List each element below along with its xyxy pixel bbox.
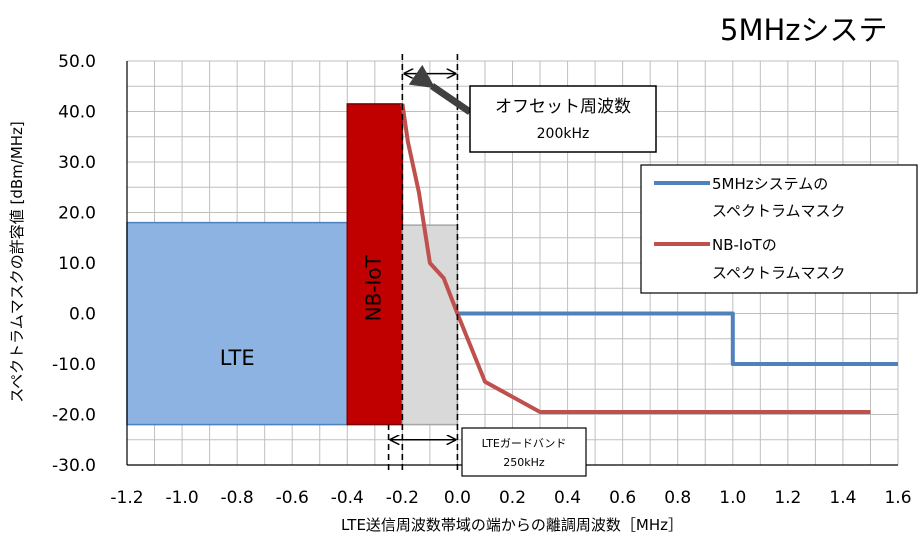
- x-tick-label: 0.2: [499, 488, 526, 508]
- y-tick-label: -30.0: [52, 456, 96, 476]
- dashed-markers: [387, 50, 459, 471]
- guard-callout-box: [461, 427, 587, 477]
- legend: 5MHzシステムの スペクトラムマスク NB-IoTの スペクトラムマスク: [640, 164, 918, 294]
- series-lines: [400, 103, 898, 414]
- legend-label-5mhz-line1: 5MHzシステムの: [712, 175, 828, 193]
- x-tick-label: 0.4: [554, 488, 581, 508]
- x-tick-label: -0.6: [276, 488, 309, 508]
- legend-label-5mhz-line2: スペクトラムマスク: [712, 202, 846, 220]
- y-tick-label: -20.0: [52, 406, 96, 426]
- region-label-0: LTE: [220, 346, 255, 370]
- legend-box: [640, 164, 918, 294]
- offset-pointer-arrow: [408, 64, 472, 115]
- guard-callout-line2: 250kHz: [503, 456, 545, 469]
- y-tick-label: 20.0: [58, 204, 96, 224]
- x-tick-label: -0.8: [221, 488, 254, 508]
- x-tick-label: -0.4: [331, 488, 364, 508]
- region-0: [126, 221, 349, 426]
- x-tick-label: 1.0: [719, 488, 746, 508]
- x-tick-label: -0.2: [386, 488, 419, 508]
- offset-callout-line1: オフセット周波数: [495, 97, 631, 117]
- series-line-1: [400, 103, 871, 414]
- x-tick-label: 0.8: [664, 488, 691, 508]
- offset-annotation: オフセット周波数 200kHz: [404, 64, 657, 153]
- band-regions: LTE NB-IoT: [126, 103, 459, 426]
- region-label-1: NB-IoT: [361, 254, 385, 321]
- legend-label-nbiot-line2: スペクトラムマスク: [712, 264, 846, 282]
- guard-callout-line1: LTEガードバンド: [482, 437, 567, 450]
- x-axis-label: LTE送信周波数帯域の端からの離調周波数［MHz］: [341, 516, 683, 534]
- y-tick-label: 10.0: [58, 254, 96, 274]
- tick-labels: -1.2 -1.0 -0.8 -0.6 -0.4 -0.2 0.0 0.2 0.4 0.6 0.8 1…: [52, 52, 912, 508]
- y-tick-label: -10.0: [52, 355, 96, 375]
- chart-title: 5MHzシステ: [720, 13, 888, 47]
- y-tick-label: 0.0: [69, 305, 96, 325]
- x-tick-label: -1.2: [110, 488, 143, 508]
- y-axis-label: スペクトラムマスクの許容値 [dBm/MHz]: [8, 121, 26, 403]
- x-tick-label: 0.6: [609, 488, 636, 508]
- x-tick-label: 1.6: [884, 488, 911, 508]
- x-tick-label: 1.4: [829, 488, 856, 508]
- series-line-0: [457, 311, 898, 366]
- x-tick-label: 0.0: [444, 488, 471, 508]
- region-1: [346, 103, 404, 426]
- y-tick-label: 40.0: [58, 103, 96, 123]
- legend-label-nbiot-line1: NB-IoTの: [712, 236, 777, 254]
- x-tick-label: 1.2: [774, 488, 801, 508]
- guard-band-annotation: LTEガードバンド 250kHz: [391, 427, 587, 477]
- x-tick-label: -1.0: [165, 488, 198, 508]
- offset-callout-line2: 200kHz: [537, 126, 590, 142]
- y-tick-label: 50.0: [58, 52, 96, 72]
- offset-callout-box: [469, 85, 657, 153]
- y-tick-label: 30.0: [58, 153, 96, 173]
